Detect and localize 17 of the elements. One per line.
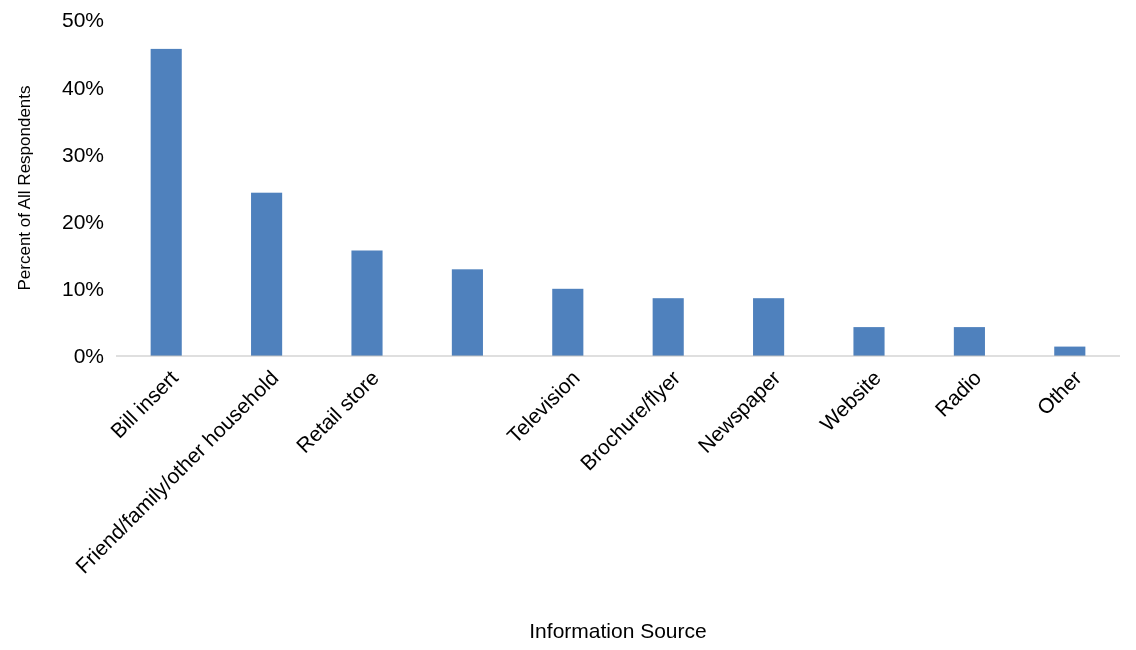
y-tick-label: 30% xyxy=(61,142,104,166)
bar xyxy=(853,327,885,356)
bar xyxy=(251,192,283,356)
bar xyxy=(451,269,483,356)
bar xyxy=(150,48,182,356)
bar xyxy=(652,298,684,356)
bar xyxy=(552,288,584,356)
y-axis-title: Percent of All Respondents xyxy=(15,85,34,291)
bar xyxy=(753,298,785,356)
y-tick-label: 40% xyxy=(61,75,104,99)
y-tick-label: 20% xyxy=(61,209,104,233)
y-tick-label: 0% xyxy=(73,344,104,368)
x-axis-title: Information Source xyxy=(529,619,707,642)
bar xyxy=(953,327,985,356)
y-tick-label: 50% xyxy=(61,8,104,32)
bar xyxy=(351,250,383,356)
y-tick-label: 10% xyxy=(61,277,104,301)
